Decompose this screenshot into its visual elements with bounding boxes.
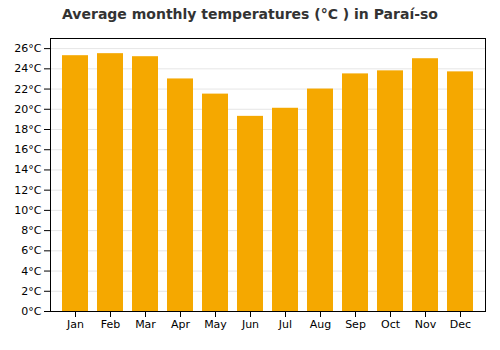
svg-text:10°C: 10°C	[14, 204, 41, 217]
svg-text:22°C: 22°C	[14, 83, 41, 96]
svg-text:Jan: Jan	[66, 318, 84, 331]
svg-text:Jun: Jun	[241, 318, 259, 331]
svg-text:Feb: Feb	[101, 318, 120, 331]
svg-text:Nov: Nov	[415, 318, 437, 331]
svg-text:0°C: 0°C	[21, 305, 41, 318]
svg-text:Apr: Apr	[171, 318, 191, 331]
svg-text:Sep: Sep	[345, 318, 366, 331]
svg-text:6°C: 6°C	[21, 244, 41, 257]
svg-text:18°C: 18°C	[14, 123, 41, 136]
svg-text:24°C: 24°C	[14, 62, 41, 75]
svg-text:4°C: 4°C	[21, 265, 41, 278]
html-text:Average monthly temperatures (: Average monthly temperatures (°C ) in Pa…	[62, 6, 438, 22]
svg-text:8°C: 8°C	[21, 224, 41, 237]
svg-text:May: May	[204, 318, 227, 331]
svg-text:16°C: 16°C	[14, 143, 41, 156]
svg-text:Oct: Oct	[381, 318, 401, 331]
svg-text:26°C: 26°C	[14, 42, 41, 55]
svg-text:14°C: 14°C	[14, 163, 41, 176]
svg-text:Dec: Dec	[450, 318, 471, 331]
svg-text:12°C: 12°C	[14, 184, 41, 197]
svg-text:Aug: Aug	[310, 318, 331, 331]
svg-text:2°C: 2°C	[21, 285, 41, 298]
svg-text:20°C: 20°C	[14, 103, 41, 116]
svg-text:Jul: Jul	[278, 318, 292, 331]
svg-text:Mar: Mar	[135, 318, 156, 331]
